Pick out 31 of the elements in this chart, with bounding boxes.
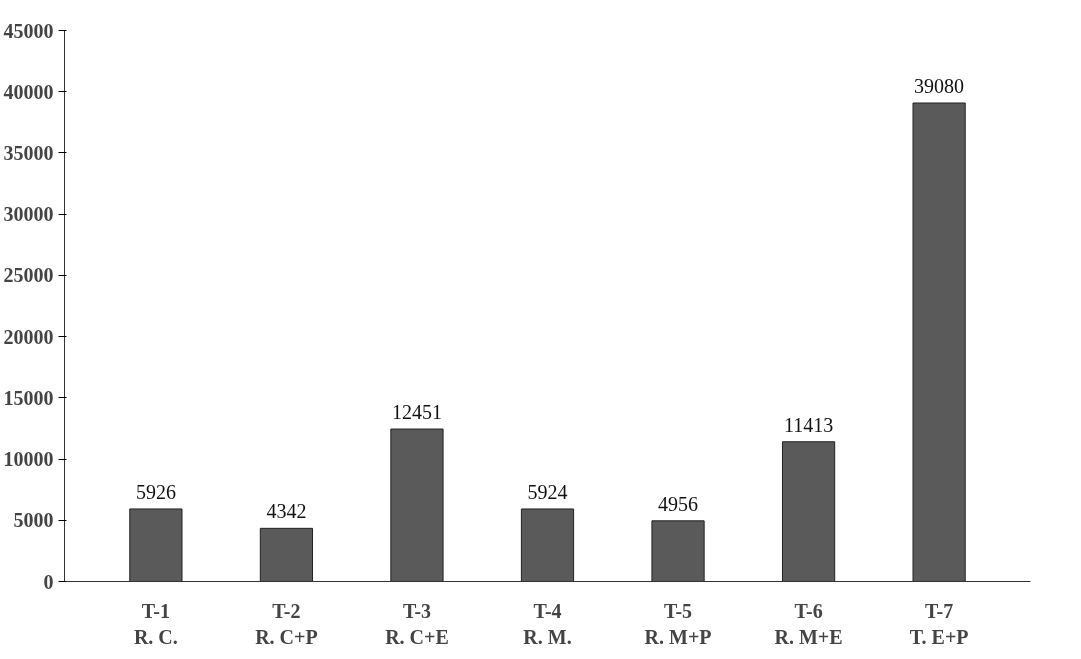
y-tick-label: 25000 (3, 264, 54, 287)
x-tick-label: T-5 R. M+P (644, 599, 712, 648)
y-tick-label: 40000 (3, 80, 54, 103)
y-tick-label: 5000 (13, 509, 54, 532)
x-tick-label: T-1 R. C. (133, 599, 178, 648)
x-tick-label: T-3 R. C+E (385, 599, 449, 648)
data-label: 5924 (527, 480, 568, 503)
data-label: 4342 (266, 500, 307, 523)
y-tick-label: 35000 (3, 141, 54, 164)
y-tick-label: 30000 (3, 203, 54, 226)
bar (912, 102, 966, 582)
bar (259, 527, 314, 582)
data-label: 39080 (914, 74, 965, 97)
bar (129, 508, 183, 582)
bar (520, 508, 575, 582)
y-tick-label: 15000 (3, 386, 54, 409)
y-tick-label: 45000 (3, 19, 54, 42)
data-label: 4956 (658, 492, 699, 515)
x-tick-label: T-4 R. M. (523, 599, 572, 648)
data-label: 11413 (783, 413, 834, 436)
x-tick-label: T-6 R. M+E (774, 599, 843, 648)
y-tick-label: 0 (43, 570, 54, 593)
x-tick-label: T-2 R. C+P (255, 599, 318, 648)
y-tick-label: 10000 (3, 448, 54, 471)
data-label: 12451 (391, 401, 442, 424)
x-tick-label: T-7 T. E+P (909, 599, 969, 648)
bar (390, 428, 444, 582)
bar (651, 520, 705, 582)
data-label: 5926 (135, 480, 176, 503)
bar (781, 441, 836, 582)
y-tick-label: 20000 (3, 325, 54, 348)
